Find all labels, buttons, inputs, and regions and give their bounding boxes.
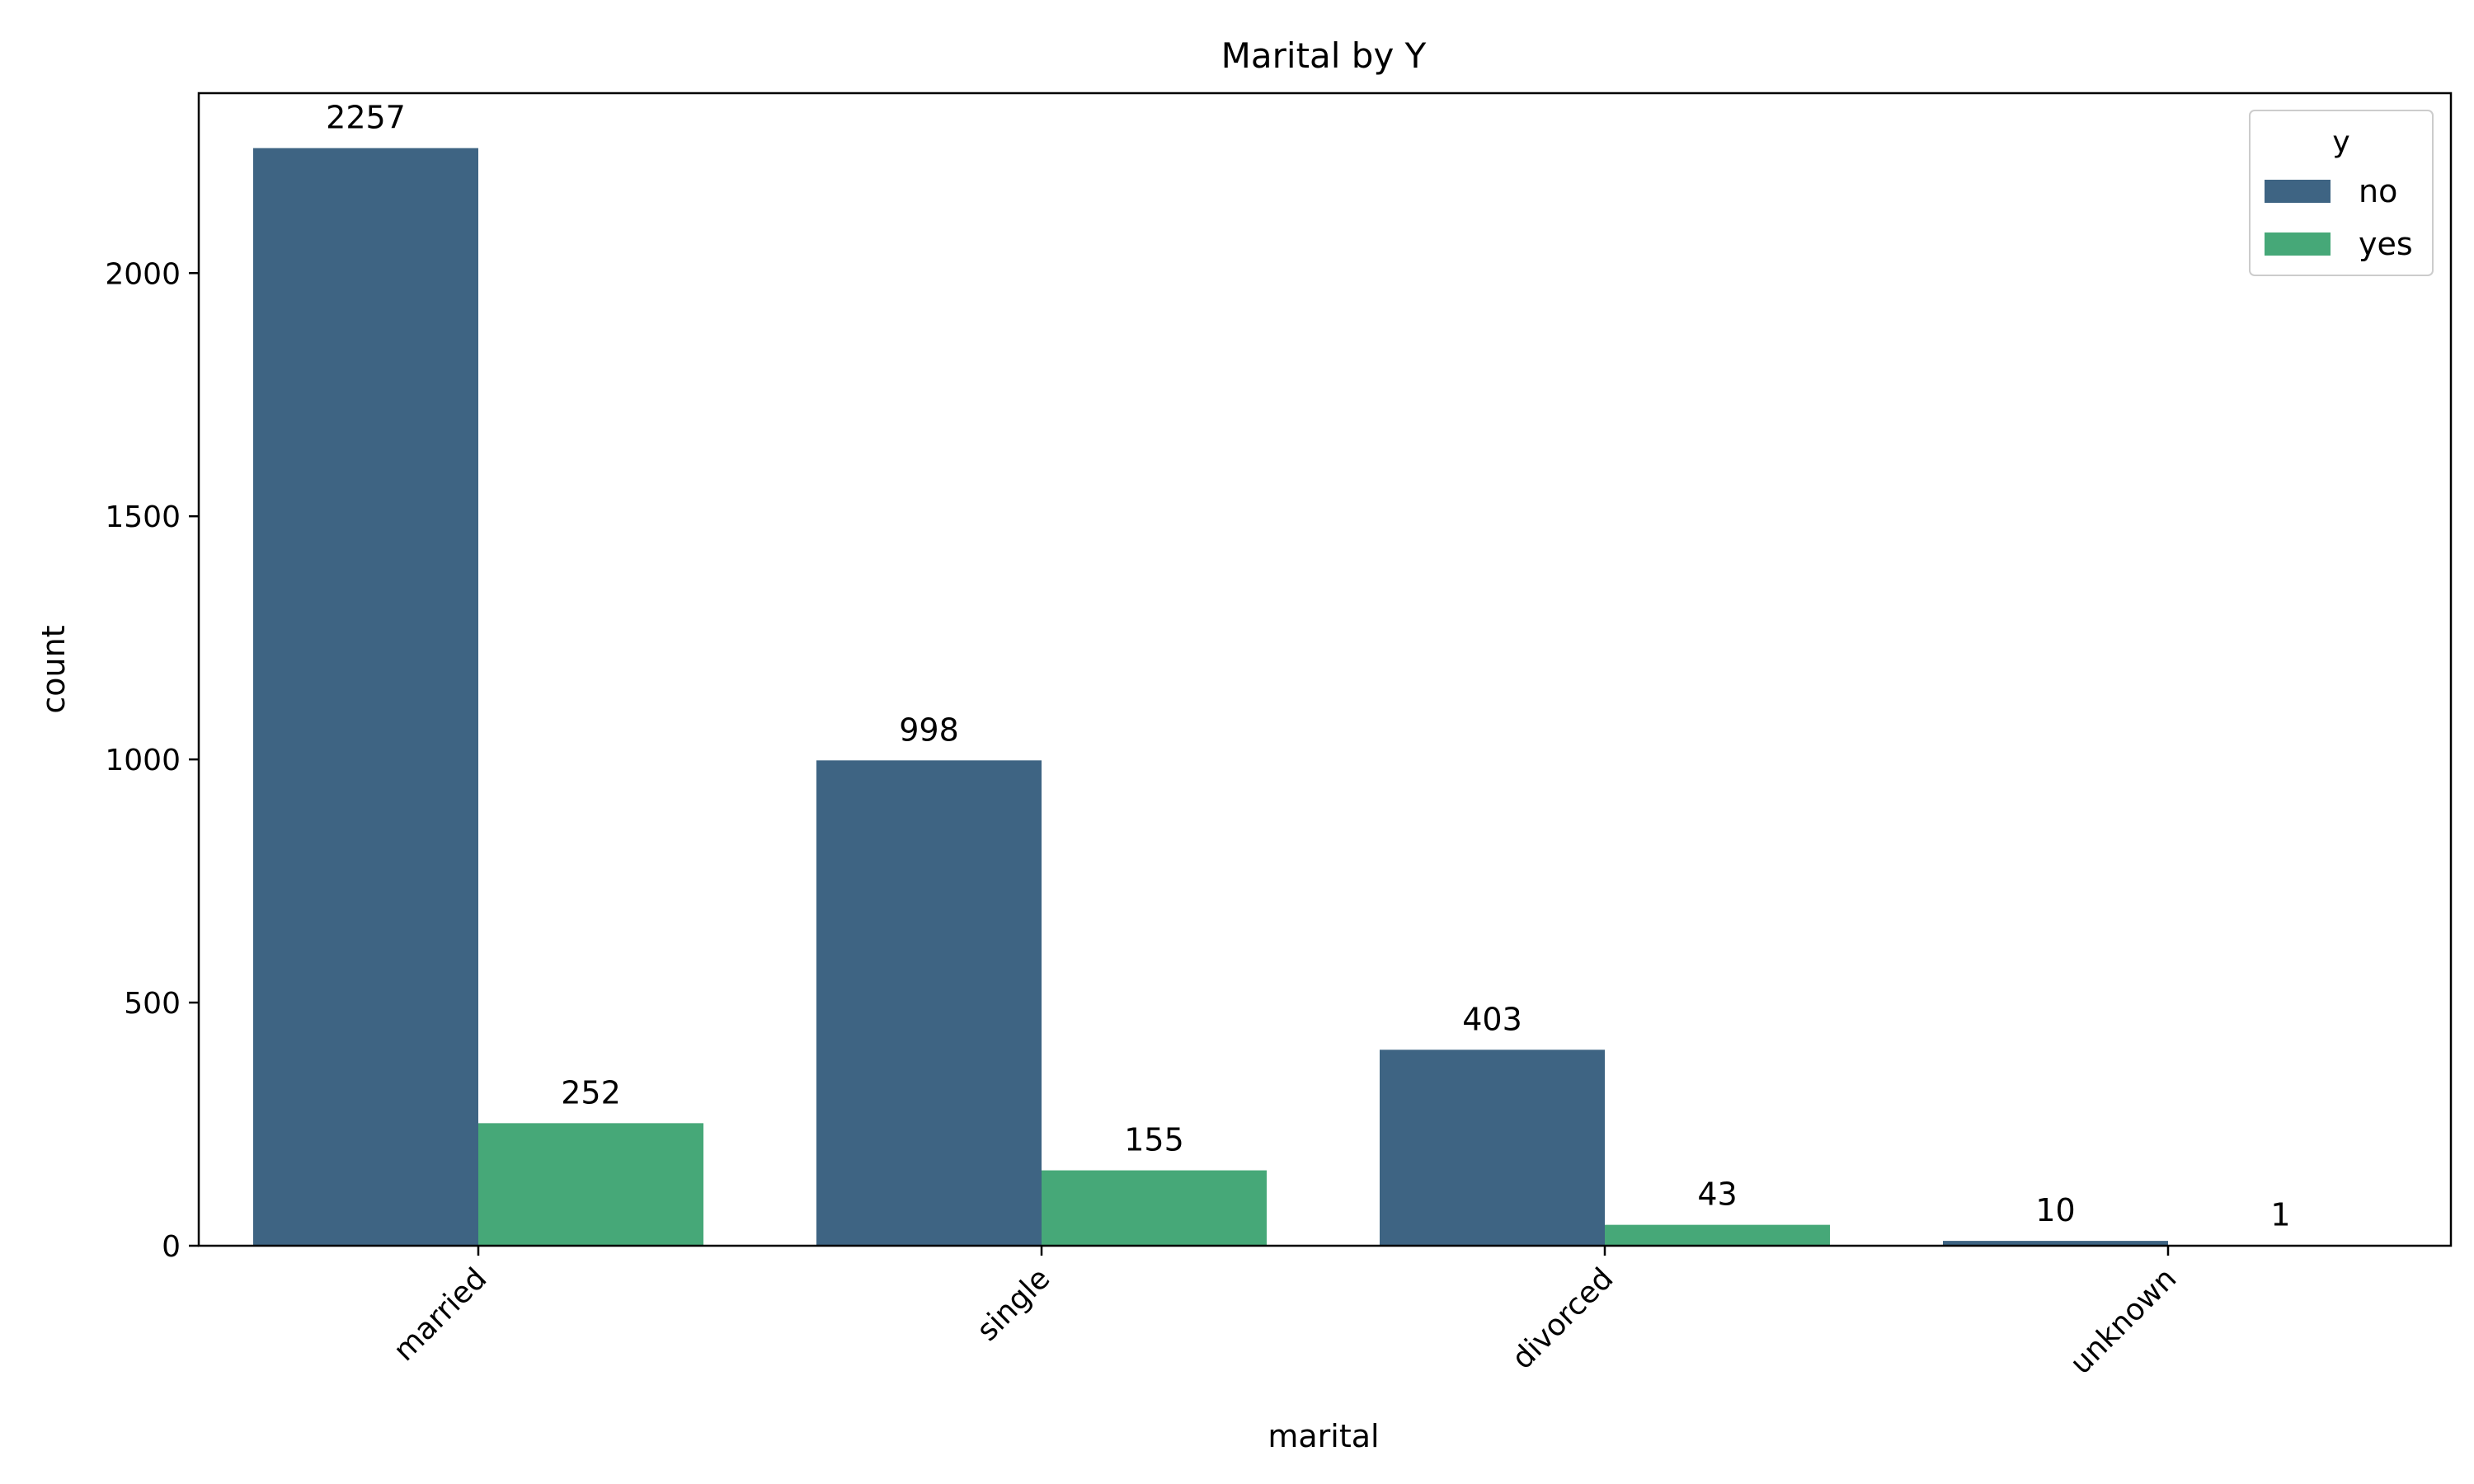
legend-label-yes: yes <box>2359 226 2413 262</box>
legend-title: y <box>2332 125 2349 159</box>
data-label-no-married: 2257 <box>326 100 406 136</box>
bar-yes-divorced <box>1605 1224 1830 1246</box>
y-tick-label: 1000 <box>105 744 181 777</box>
data-label-yes-married: 252 <box>561 1074 621 1111</box>
bars-layer <box>253 148 2393 1246</box>
x-tick-label-divorced: divorced <box>1506 1261 1620 1376</box>
y-tick-label: 2000 <box>105 257 181 291</box>
bar-no-married <box>253 148 478 1246</box>
x-axis-label: marital <box>1268 1418 1379 1454</box>
chart-title: Marital by Y <box>1221 35 1427 76</box>
bar-yes-single <box>1042 1170 1267 1246</box>
data-labels-layer: 2257 252 998 155 403 43 10 1 <box>326 100 2290 1233</box>
legend: y no yes <box>2249 110 2434 276</box>
x-tick-label-unknown: unknown <box>2064 1261 2184 1381</box>
data-label-yes-unknown: 1 <box>2270 1196 2290 1233</box>
bar-no-unknown <box>1943 1241 2168 1246</box>
data-label-yes-divorced: 43 <box>1697 1176 1737 1213</box>
data-label-no-unknown: 10 <box>2035 1192 2075 1228</box>
x-axis: married single divorced unknown <box>388 1246 2184 1381</box>
y-axis-label: count <box>35 625 72 713</box>
y-tick-label: 1500 <box>105 500 181 534</box>
data-label-no-divorced: 403 <box>1462 1001 1522 1037</box>
y-tick-label: 500 <box>124 987 181 1021</box>
legend-swatch-no <box>2265 180 2331 203</box>
y-axis: 0 500 1000 1500 2000 <box>105 257 199 1264</box>
bar-yes-married <box>478 1123 703 1246</box>
bar-no-divorced <box>1380 1050 1605 1246</box>
y-tick-label: 0 <box>162 1230 181 1264</box>
x-tick-label-single: single <box>971 1261 1056 1347</box>
legend-items: no yes <box>2265 173 2413 262</box>
data-label-yes-single: 155 <box>1124 1122 1184 1158</box>
plot-frame <box>197 92 2453 1247</box>
legend-swatch-yes <box>2265 232 2331 256</box>
legend-label-no: no <box>2359 173 2397 209</box>
x-tick-label-married: married <box>388 1261 494 1368</box>
bar-no-single <box>816 760 1042 1246</box>
data-label-no-single: 998 <box>899 711 959 748</box>
